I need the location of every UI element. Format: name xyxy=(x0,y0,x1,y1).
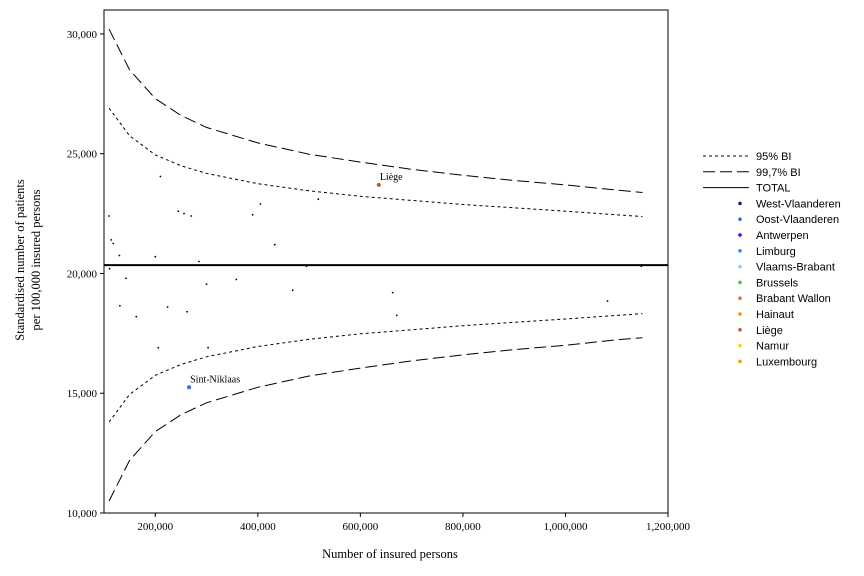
data-point xyxy=(391,291,394,294)
data-point xyxy=(606,300,609,302)
legend-label: Brussels xyxy=(756,277,799,289)
point-li-ge xyxy=(376,182,381,187)
legend-item: Antwerpen xyxy=(738,230,809,242)
data-point xyxy=(235,278,238,281)
band-99-7-upper xyxy=(108,28,643,193)
data-point xyxy=(640,265,643,268)
legend-label: Brabant Wallon xyxy=(756,293,831,305)
legend-item: Hainaut xyxy=(738,309,794,321)
y-tick-label: 10,000 xyxy=(67,508,98,520)
x-tick-label: 200,000 xyxy=(137,521,173,533)
legend-item: Namur xyxy=(738,341,789,353)
data-point xyxy=(110,239,113,241)
x-tick-label: 600,000 xyxy=(342,521,378,533)
band-99-7-lower xyxy=(108,337,643,502)
legend-label: Namur xyxy=(756,341,789,353)
legend-point-swatch xyxy=(738,328,742,332)
legend-item: Vlaams-Brabant xyxy=(738,262,835,274)
data-point xyxy=(157,346,160,349)
y-tick-label: 15,000 xyxy=(67,388,98,400)
data-point xyxy=(125,277,127,280)
data-point xyxy=(317,198,320,201)
legend-point-swatch xyxy=(738,249,742,253)
legend-label: Liège xyxy=(756,325,783,337)
legend-point-swatch xyxy=(738,359,742,364)
legend-label: Antwerpen xyxy=(756,230,809,242)
x-axis: 200,000 400,000 600,000 800,000 1,000,000 1,2… xyxy=(137,513,691,533)
legend-point-swatch xyxy=(738,296,742,301)
legend-label: Luxembourg xyxy=(756,356,817,368)
data-points xyxy=(108,175,643,390)
legend-point-swatch xyxy=(738,343,742,348)
legend-item: Oost-Vlaanderen xyxy=(738,214,839,226)
x-tick-label: 400,000 xyxy=(240,521,276,533)
legend-item: Luxembourg xyxy=(738,356,817,368)
data-point xyxy=(205,283,208,286)
legend-item: Limburg xyxy=(738,246,796,258)
data-point xyxy=(251,213,254,216)
x-axis-title: Number of insured persons xyxy=(322,547,458,561)
legend-point-swatch xyxy=(738,233,742,237)
data-point xyxy=(166,306,169,308)
legend-point-swatch xyxy=(738,217,742,221)
legend-label: West-Vlaanderen xyxy=(756,198,841,210)
legend-label: Oost-Vlaanderen xyxy=(756,214,839,226)
point-label: Sint-Niklaas xyxy=(190,374,240,385)
data-point xyxy=(108,215,110,217)
confidence-bands xyxy=(108,28,643,502)
y-axis: 10,000 15,000 20,000 25,000 30,000 xyxy=(67,29,104,520)
data-point xyxy=(273,243,276,246)
legend-item: Liège xyxy=(738,325,783,337)
legend-label: Limburg xyxy=(756,246,796,258)
legend-item: Brabant Wallon xyxy=(738,293,831,305)
y-tick-label: 25,000 xyxy=(67,149,98,161)
legend-label: TOTAL xyxy=(756,183,790,195)
data-point xyxy=(395,314,398,317)
y-tick-label: 20,000 xyxy=(67,268,98,280)
legend-item: TOTAL xyxy=(703,183,790,195)
y-axis-title-line-1: Standardised number of patients xyxy=(13,179,27,341)
legend-item: 95% BI xyxy=(703,151,791,163)
legend-point-swatch xyxy=(738,264,742,269)
legend-item: Brussels xyxy=(738,277,799,289)
data-point xyxy=(190,215,193,217)
data-point xyxy=(159,175,162,178)
legend-item: West-Vlaanderen xyxy=(738,198,841,210)
x-tick-label: 1,000,000 xyxy=(543,521,588,533)
data-point xyxy=(177,210,180,213)
legend-point-swatch xyxy=(738,312,742,316)
data-point xyxy=(135,315,138,318)
data-point xyxy=(186,310,189,313)
data-point xyxy=(305,265,308,268)
legend-label: Hainaut xyxy=(756,309,794,321)
y-tick-label: 30,000 xyxy=(67,29,98,41)
data-point xyxy=(112,242,115,245)
point-label: Liège xyxy=(380,172,403,183)
legend-label: Vlaams-Brabant xyxy=(756,262,835,274)
plot-frame xyxy=(103,9,669,514)
legend-label: 99,7% BI xyxy=(756,167,801,179)
legend-point-swatch xyxy=(738,280,742,285)
data-point xyxy=(118,254,121,257)
data-point xyxy=(108,267,111,270)
legend-point-swatch xyxy=(738,201,742,206)
y-axis-title-line-2: per 100,000 insured persons xyxy=(29,189,43,330)
data-point xyxy=(207,346,210,349)
legend-item: 99,7% BI xyxy=(703,167,801,179)
data-point xyxy=(183,212,185,215)
data-point xyxy=(198,260,200,263)
point-labels: Liège Sint-Niklaas xyxy=(190,172,403,385)
legend-label: 95% BI xyxy=(756,151,791,163)
data-point xyxy=(119,304,121,307)
data-point xyxy=(291,289,294,292)
x-tick-label: 800,000 xyxy=(445,521,481,533)
point-sint-niklaas xyxy=(187,385,192,390)
x-tick-label: 1,200,000 xyxy=(646,521,691,533)
data-point xyxy=(154,255,157,258)
data-point xyxy=(259,203,262,205)
legend: 95% BI 99,7% BI TOTAL West-Vlaanderen Oost-V… xyxy=(703,151,841,368)
